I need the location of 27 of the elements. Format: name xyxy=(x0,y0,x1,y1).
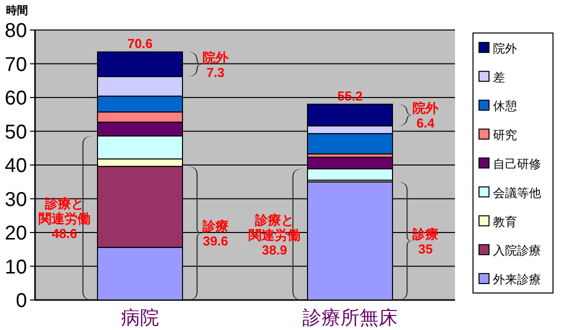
legend-label: 外来診療 xyxy=(493,272,541,287)
y-tick-label: 60 xyxy=(4,88,27,110)
annotation: 診療 39.6 xyxy=(202,218,228,249)
legend-label: 教育 xyxy=(493,214,517,229)
y-tick-label: 30 xyxy=(4,188,27,211)
annotation: 院外 6.4 xyxy=(412,100,440,131)
annotation: 70.6 xyxy=(127,36,153,51)
y-tick-label: 20 xyxy=(4,222,27,244)
y-axis-title: 時間 xyxy=(6,4,28,17)
y-tick-label: 70 xyxy=(4,54,27,76)
x-tick-label: 診療所無床 xyxy=(302,307,398,329)
annotation: 院外 7.3 xyxy=(202,50,230,80)
y-tick-label: 40 xyxy=(4,155,27,177)
legend-label: 入院診療 xyxy=(493,244,541,258)
legend-label: 差 xyxy=(493,70,505,84)
y-tick-label: 0 xyxy=(16,290,27,312)
legend-label: 自己研修 xyxy=(493,157,541,171)
legend-label: 研究 xyxy=(493,128,517,142)
legend-label: 休憩 xyxy=(493,99,517,114)
x-tick-label: 病院 xyxy=(121,308,159,329)
legend-label: 院外 xyxy=(493,41,517,56)
y-tick-label: 10 xyxy=(4,256,27,278)
y-tick-label: 50 xyxy=(4,121,27,144)
bar xyxy=(97,135,183,160)
legend-label: 会議等他 xyxy=(493,186,541,200)
y-tick-label: 80 xyxy=(4,20,27,42)
bar xyxy=(307,168,393,181)
